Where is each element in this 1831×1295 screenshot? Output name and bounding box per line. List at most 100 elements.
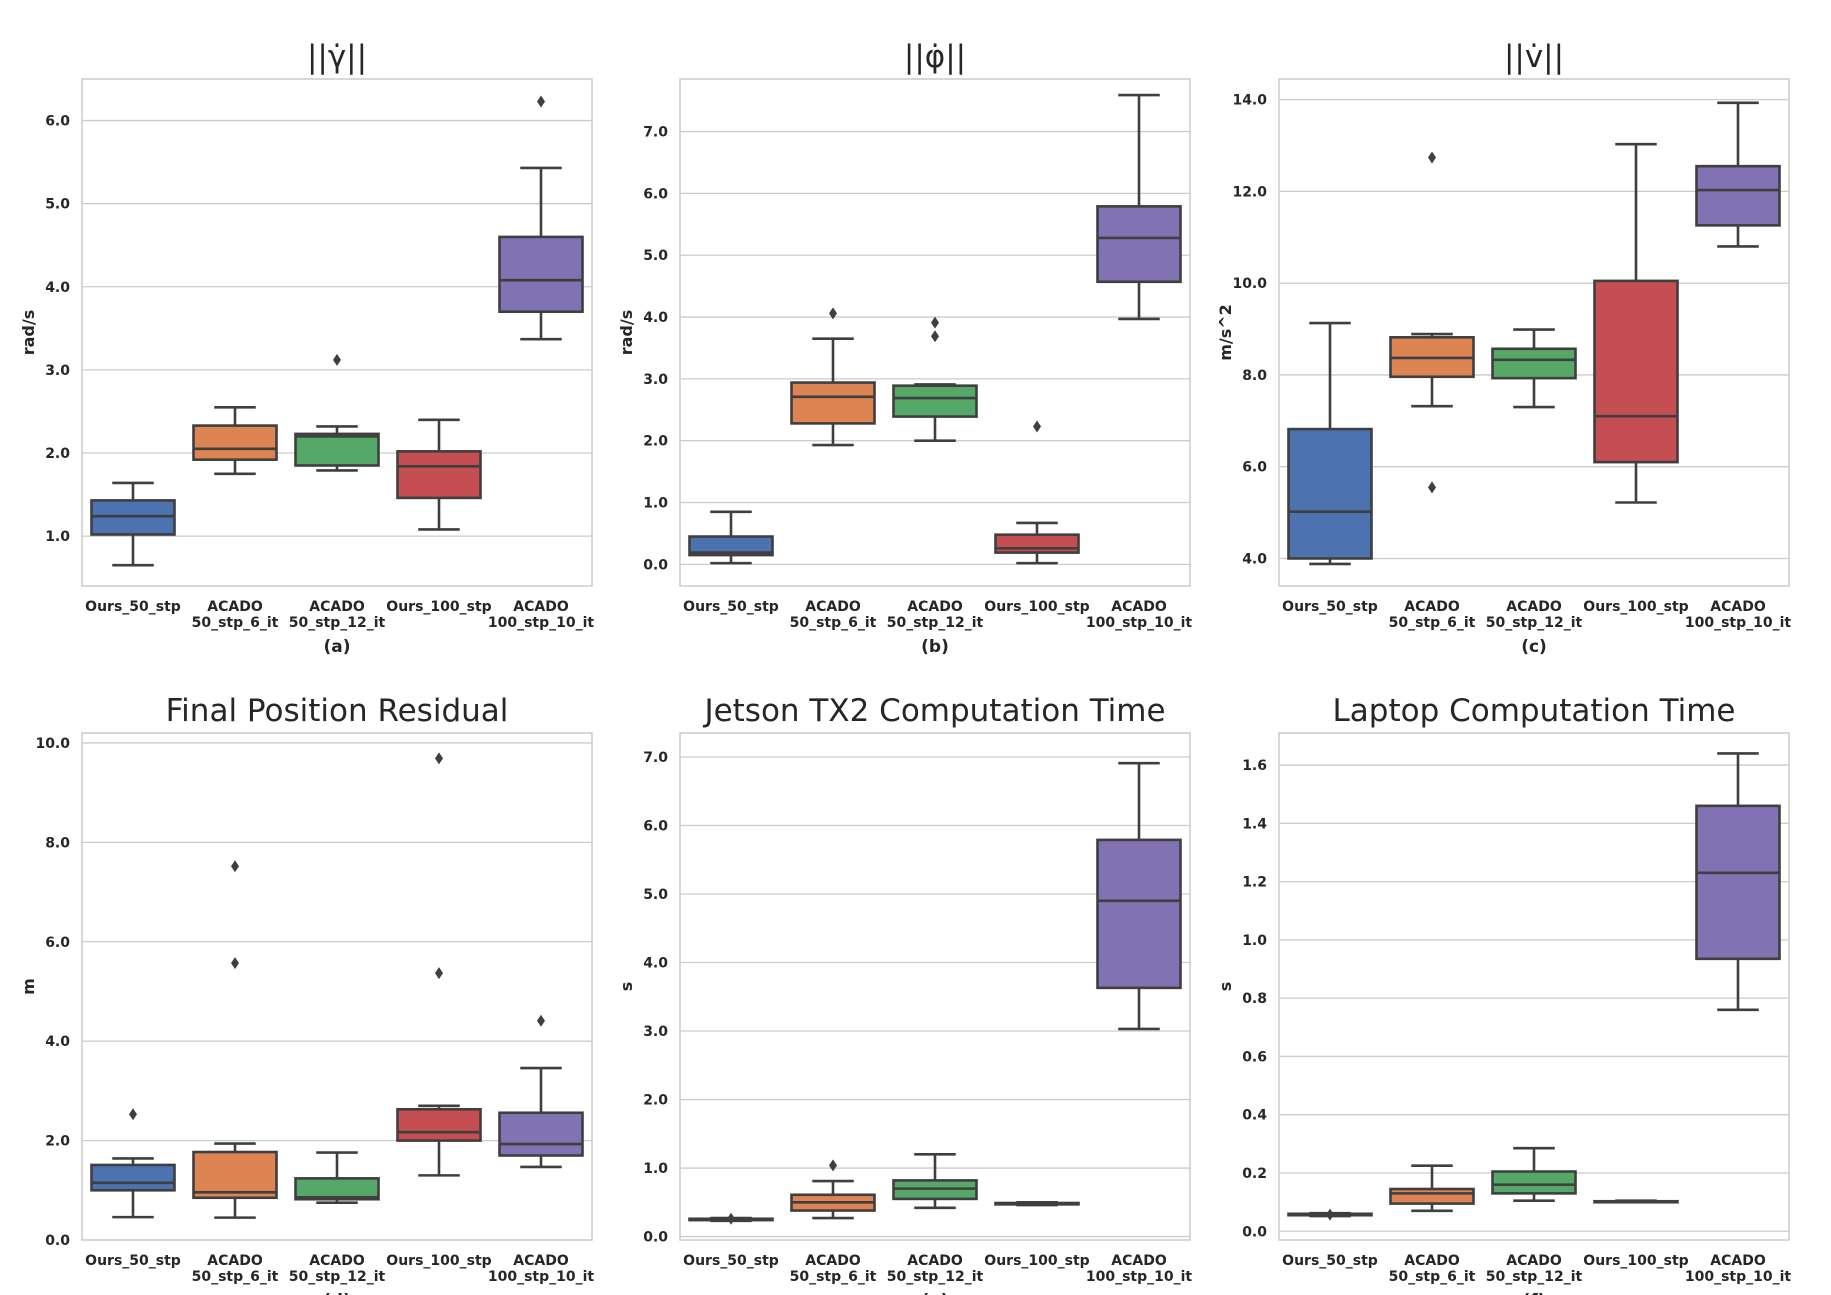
- x-tick-label: ACADO: [1404, 1253, 1460, 1269]
- iqr-box: [1593, 279, 1679, 464]
- chart-title: Final Position Residual: [166, 693, 509, 729]
- y-tick-label: 7.0: [643, 750, 668, 766]
- y-tick-label: 4.0: [45, 280, 70, 296]
- x-tick-label: 50_stp_12_it: [1486, 1269, 1583, 1285]
- y-tick-label: 10.0: [35, 736, 70, 752]
- x-tick-label: 100_stp_10_it: [488, 1269, 595, 1285]
- x-axis-label: (a): [323, 637, 350, 657]
- axes-frame: [679, 732, 1191, 1241]
- box-2: [790, 307, 876, 447]
- iqr-box: [1389, 1187, 1475, 1205]
- x-tick-label: ACADO: [805, 599, 861, 615]
- x-tick-label: ACADO: [1506, 1253, 1562, 1269]
- x-tick-label: Ours_100_stp: [1583, 1253, 1688, 1269]
- y-tick-label: 1.6: [1242, 758, 1267, 774]
- x-tick-label: ACADO: [309, 1253, 365, 1269]
- x-tick-label: 50_stp_6_it: [790, 1269, 877, 1285]
- box-1: [688, 1212, 774, 1225]
- iqr-box: [294, 1177, 380, 1201]
- box-1: [1287, 1208, 1373, 1221]
- y-tick-label: 6.0: [45, 935, 70, 951]
- x-tick-label: Ours_50_stp: [683, 1253, 779, 1269]
- box-4: [1593, 142, 1679, 504]
- y-tick-label: 4.0: [643, 956, 668, 972]
- box-5: [498, 95, 584, 341]
- box-2: [1389, 151, 1475, 494]
- iqr-box: [994, 533, 1080, 554]
- y-tick-label: 6.0: [643, 818, 668, 834]
- box-3: [1491, 1146, 1577, 1202]
- axes-frame: [1278, 78, 1790, 587]
- outlier-point: [435, 752, 443, 765]
- x-tick-label: Ours_50_stp: [1282, 1253, 1378, 1269]
- outlier-point: [1326, 1208, 1334, 1221]
- outlier-point: [829, 1159, 837, 1172]
- x-tick-label: 50_stp_6_it: [790, 615, 877, 631]
- y-tick-label: 0.8: [1242, 991, 1267, 1007]
- box-1: [688, 510, 774, 565]
- y-tick-label: 2.0: [643, 1093, 668, 1109]
- y-axis-label: rad/s: [19, 310, 38, 356]
- x-tick-label: Ours_100_stp: [1583, 599, 1688, 615]
- y-tick-label: 2.0: [45, 1134, 70, 1150]
- x-tick-label: ACADO: [513, 599, 569, 615]
- outlier-point: [333, 353, 341, 366]
- y-tick-label: 0.0: [643, 1230, 668, 1246]
- y-tick-label: 0.6: [1242, 1049, 1267, 1065]
- y-tick-label: 4.0: [45, 1034, 70, 1050]
- iqr-box: [688, 535, 774, 557]
- chart-panel-e: 0.0 1.0 2.0 3.0 4.0 5.0 6.0 7.0 Ours_50_stp ACADO…: [617, 693, 1192, 1295]
- x-tick-label: ACADO: [1111, 599, 1167, 615]
- outlier-point: [931, 330, 939, 343]
- box-1: [90, 1108, 176, 1219]
- box-5: [498, 1014, 584, 1169]
- y-tick-label: 1.4: [1242, 816, 1267, 832]
- iqr-box: [1491, 1170, 1577, 1195]
- x-tick-label: 50_stp_12_it: [887, 1269, 984, 1285]
- iqr-box: [498, 235, 584, 314]
- x-tick-label: ACADO: [207, 1253, 263, 1269]
- iqr-box: [1096, 838, 1182, 990]
- box-2: [790, 1159, 876, 1220]
- iqr-box: [396, 1107, 482, 1142]
- y-tick-label: 5.0: [45, 197, 70, 213]
- chart-title: Laptop Computation Time: [1333, 693, 1736, 729]
- x-tick-label: 50_stp_6_it: [1389, 1269, 1476, 1285]
- x-tick-label: ACADO: [1710, 1253, 1766, 1269]
- x-tick-label: Ours_100_stp: [984, 599, 1089, 615]
- y-tick-label: 12.0: [1232, 184, 1267, 200]
- x-tick-label: ACADO: [513, 1253, 569, 1269]
- y-tick-label: 0.4: [1242, 1108, 1267, 1124]
- y-tick-label: 2.0: [643, 434, 668, 450]
- iqr-box: [192, 1150, 278, 1200]
- iqr-box: [498, 1111, 584, 1157]
- x-tick-label: 100_stp_10_it: [1685, 1269, 1792, 1285]
- iqr-box: [1491, 347, 1577, 380]
- chart-title: ||v̇||: [1504, 39, 1564, 75]
- box-3: [294, 353, 380, 472]
- iqr-box: [294, 432, 380, 467]
- y-tick-label: 1.2: [1242, 875, 1267, 891]
- x-tick-label: 100_stp_10_it: [1086, 615, 1193, 631]
- x-axis-label: (c): [1521, 637, 1547, 657]
- y-tick-label: 6.0: [643, 186, 668, 202]
- box-5: [1695, 752, 1781, 1012]
- box-2: [192, 406, 278, 476]
- y-axis-label: m/s^2: [1216, 304, 1235, 361]
- y-tick-label: 7.0: [643, 125, 668, 141]
- y-tick-label: 8.0: [45, 835, 70, 851]
- y-tick-label: 10.0: [1232, 276, 1267, 292]
- box-4: [396, 752, 482, 1177]
- y-tick-label: 6.0: [45, 114, 70, 130]
- y-tick-label: 1.0: [643, 1161, 668, 1177]
- box-3: [892, 1153, 978, 1210]
- outlier-point: [231, 860, 239, 873]
- x-tick-label: 50_stp_12_it: [289, 1269, 386, 1285]
- y-tick-label: 2.0: [45, 446, 70, 462]
- box-1: [90, 481, 176, 567]
- y-tick-label: 0.0: [45, 1233, 70, 1249]
- x-tick-label: ACADO: [1404, 599, 1460, 615]
